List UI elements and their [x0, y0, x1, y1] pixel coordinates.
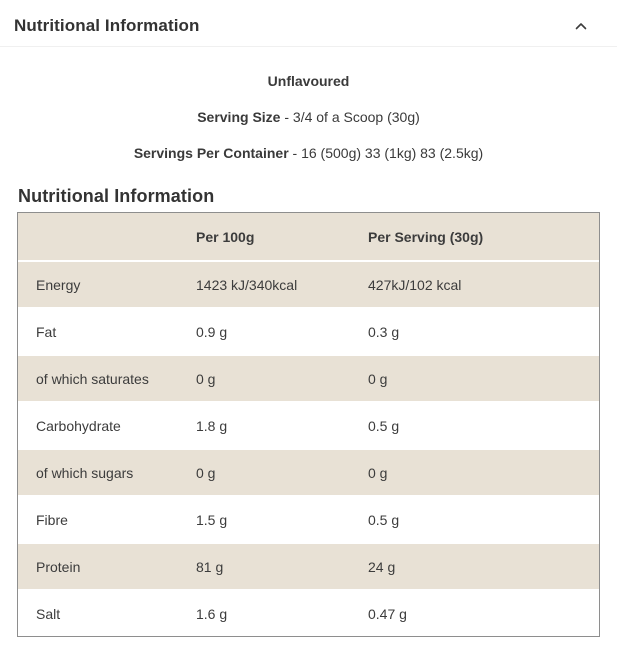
nutrition-table-heading: Nutritional Information: [18, 186, 215, 206]
servings-per-container-label: Servings Per Container: [133, 145, 289, 161]
table-row: Energy 1423 kJ/340kcal 427kJ/102 kcal: [18, 260, 599, 307]
nutrient-per-serving-value: 0.5 g: [368, 401, 599, 448]
servings-per-container-line: Servings Per Container - 16 (500g) 33 (1…: [0, 145, 617, 161]
nutrient-label: Energy: [18, 260, 196, 307]
nutrient-label: Fat: [18, 307, 196, 354]
nutrient-per-100g-value: 0.9 g: [196, 307, 368, 354]
nutrient-per-100g-value: 0 g: [196, 448, 368, 495]
table-row: Carbohydrate 1.8 g 0.5 g: [18, 401, 599, 448]
table-row: Fibre 1.5 g 0.5 g: [18, 495, 599, 542]
servings-per-container-value: - 16 (500g) 33 (1kg) 83 (2.5kg): [288, 145, 484, 161]
table-row: of which saturates 0 g 0 g: [18, 354, 599, 401]
table-row: of which sugars 0 g 0 g: [18, 448, 599, 495]
serving-size-label: Serving Size: [197, 109, 281, 125]
header-cell-per-serving: Per Serving (30g): [368, 213, 599, 260]
table-row: Fat 0.9 g 0.3 g: [18, 307, 599, 354]
header-cell-blank: [18, 213, 196, 260]
nutrient-per-100g-value: 1423 kJ/340kcal: [196, 260, 368, 307]
chevron-up-icon[interactable]: [575, 22, 587, 30]
accordion-title: Nutritional Information: [14, 16, 200, 35]
nutritional-information-accordion-header[interactable]: Nutritional Information: [0, 0, 617, 47]
nutrient-label: Protein: [18, 542, 196, 589]
nutrient-label: Salt: [18, 589, 196, 636]
header-cell-per-100g: Per 100g: [196, 213, 368, 260]
table-row: Protein 81 g 24 g: [18, 542, 599, 589]
nutrient-per-serving-value: 24 g: [368, 542, 599, 589]
table-row: Salt 1.6 g 0.47 g: [18, 589, 599, 636]
nutrient-per-serving-value: 0.3 g: [368, 307, 599, 354]
serving-info-section: Unflavoured Serving Size - 3/4 of a Scoo…: [0, 73, 617, 161]
serving-size-line: Serving Size - 3/4 of a Scoop (30g): [0, 109, 617, 125]
nutrient-per-100g-value: 1.5 g: [196, 495, 368, 542]
nutrient-per-serving-value: 427kJ/102 kcal: [368, 260, 599, 307]
nutrient-label: of which sugars: [18, 448, 196, 495]
nutrient-per-100g-value: 81 g: [196, 542, 368, 589]
nutrient-per-serving-value: 0.5 g: [368, 495, 599, 542]
nutrient-per-serving-value: 0 g: [368, 448, 599, 495]
table-header-row: Per 100g Per Serving (30g): [18, 213, 599, 260]
nutrient-per-serving-value: 0 g: [368, 354, 599, 401]
nutrient-label: Fibre: [18, 495, 196, 542]
serving-size-value: - 3/4 of a Scoop (30g): [280, 109, 420, 125]
nutrient-label: Carbohydrate: [18, 401, 196, 448]
nutrient-label: of which saturates: [18, 354, 196, 401]
nutrient-per-100g-value: 1.8 g: [196, 401, 368, 448]
nutrient-per-100g-value: 0 g: [196, 354, 368, 401]
nutrient-per-100g-value: 1.6 g: [196, 589, 368, 636]
nutrient-per-serving-value: 0.47 g: [368, 589, 599, 636]
nutrition-table: Per 100g Per Serving (30g) Energy 1423 k…: [17, 212, 600, 637]
flavour-name: Unflavoured: [267, 73, 350, 89]
